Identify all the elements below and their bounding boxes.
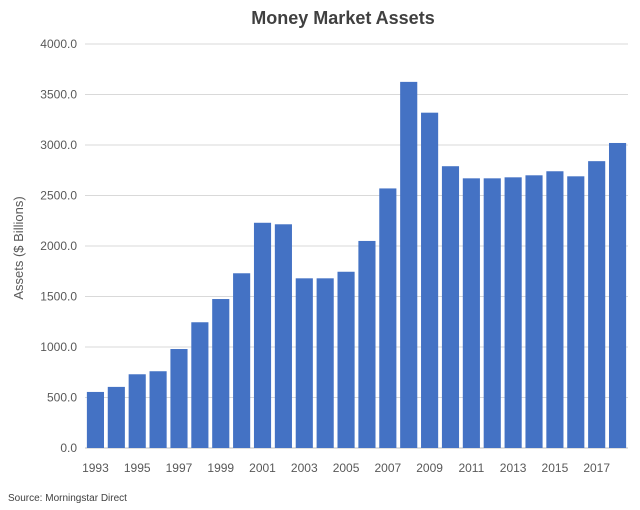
- bar-2004: [316, 278, 334, 448]
- bar-2017: [588, 161, 606, 448]
- y-tick-label: 1500.0: [40, 290, 77, 304]
- bar-2011: [462, 178, 480, 448]
- bar-2001: [253, 222, 272, 448]
- x-tick-label: 2007: [374, 461, 401, 475]
- bar-2013: [504, 177, 522, 448]
- x-tick-label: 1999: [207, 461, 234, 475]
- bar-2009: [421, 112, 439, 449]
- x-tick-label: 1997: [166, 461, 193, 475]
- bar-1998: [191, 322, 209, 448]
- x-tick-label: 2013: [500, 461, 527, 475]
- y-tick-label: 2500.0: [40, 189, 77, 203]
- bar-2002: [274, 224, 292, 448]
- x-tick-label: 2003: [291, 461, 318, 475]
- x-tick-label: 2001: [249, 461, 276, 475]
- bar-2006: [358, 240, 376, 448]
- bar-2018: [608, 142, 627, 449]
- y-tick-label: 500.0: [47, 391, 77, 405]
- y-axis-ticks: 0.0 500.0 1000.0 1500.0 2000.0 2500.0 3000.0 35…: [40, 37, 77, 455]
- y-tick-label: 0.0: [60, 441, 77, 455]
- bar-2014: [525, 175, 543, 449]
- x-tick-label: 1995: [124, 461, 151, 475]
- bar-2005: [337, 271, 355, 448]
- bar-2007: [379, 188, 397, 448]
- bar-2000: [233, 273, 251, 448]
- chart-title: Money Market Assets: [251, 8, 434, 28]
- y-tick-label: 3000.0: [40, 138, 77, 152]
- x-tick-label: 2015: [542, 461, 569, 475]
- bar-1994: [107, 386, 125, 448]
- bar-2010: [441, 166, 460, 448]
- bar-1997: [170, 349, 188, 448]
- x-tick-label: 2005: [333, 461, 360, 475]
- bar-2008: [400, 81, 418, 448]
- x-tick-label: 2011: [458, 461, 484, 475]
- bar-2016: [567, 176, 585, 448]
- bar-1999: [212, 299, 230, 448]
- y-tick-label: 4000.0: [40, 37, 77, 51]
- bars: [86, 81, 627, 449]
- source-note: Source: Morningstar Direct: [8, 493, 127, 504]
- y-axis-label: Assets ($ Billions): [11, 196, 26, 299]
- y-tick-label: 2000.0: [40, 239, 77, 253]
- bar-2012: [483, 178, 501, 448]
- bar-2003: [295, 278, 313, 448]
- x-tick-label: 2009: [416, 461, 443, 475]
- x-tick-label: 2017: [583, 461, 610, 475]
- bar-2015: [546, 171, 564, 448]
- x-tick-label: 1993: [82, 461, 109, 475]
- bar-1995: [128, 374, 146, 448]
- x-axis-ticks: 1993 1995 1997 1999 2001 2003 2005 2007 2009 2011…: [82, 461, 610, 475]
- y-tick-label: 3500.0: [40, 88, 77, 102]
- y-tick-label: 1000.0: [40, 340, 77, 354]
- bar-1996: [149, 371, 167, 448]
- bar-1993: [86, 391, 105, 448]
